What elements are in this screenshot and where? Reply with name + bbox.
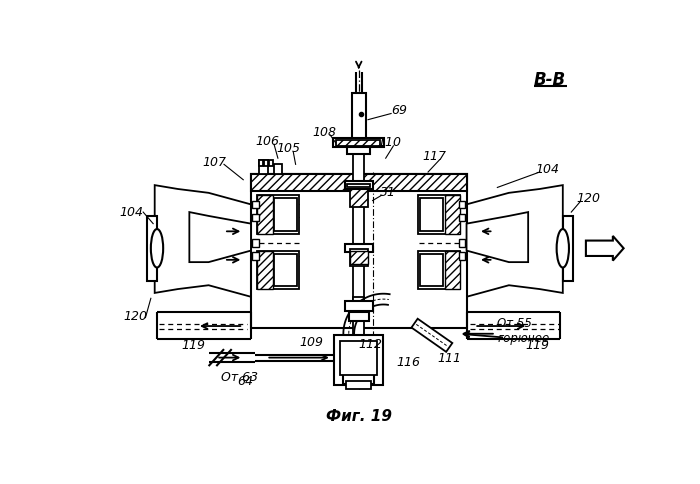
Bar bbox=[349, 187, 368, 207]
Polygon shape bbox=[466, 212, 528, 262]
Bar bbox=[412, 319, 452, 352]
Text: 116: 116 bbox=[397, 356, 421, 369]
Bar bbox=[459, 213, 465, 221]
Bar bbox=[346, 381, 371, 389]
Bar bbox=[274, 254, 298, 286]
Bar bbox=[345, 244, 372, 252]
Bar bbox=[347, 183, 370, 187]
Bar bbox=[420, 254, 444, 286]
Bar bbox=[352, 93, 365, 139]
Bar bbox=[257, 195, 272, 234]
Text: 105: 105 bbox=[276, 142, 300, 155]
Bar bbox=[258, 160, 263, 166]
Bar bbox=[334, 335, 384, 385]
Text: От 55
горючее: От 55 горючее bbox=[497, 318, 550, 346]
Bar bbox=[274, 165, 281, 174]
Ellipse shape bbox=[151, 229, 163, 268]
Bar bbox=[340, 341, 377, 375]
Text: 111: 111 bbox=[438, 352, 461, 365]
Bar bbox=[349, 249, 368, 266]
Bar bbox=[253, 252, 259, 260]
Polygon shape bbox=[466, 185, 563, 297]
Bar bbox=[274, 198, 298, 230]
Bar bbox=[347, 148, 370, 153]
Bar bbox=[344, 370, 374, 384]
Text: 108: 108 bbox=[312, 125, 336, 138]
Text: 31: 31 bbox=[380, 186, 396, 199]
Text: 104: 104 bbox=[120, 206, 144, 219]
Bar bbox=[257, 195, 300, 234]
Bar bbox=[445, 195, 461, 234]
Bar bbox=[253, 200, 259, 208]
Bar bbox=[257, 251, 300, 289]
Bar bbox=[349, 312, 369, 321]
Text: 110: 110 bbox=[377, 136, 402, 149]
Bar bbox=[358, 174, 466, 328]
Bar bbox=[251, 174, 358, 191]
Bar bbox=[253, 239, 259, 247]
Bar bbox=[257, 251, 272, 289]
Bar bbox=[445, 251, 461, 289]
Bar bbox=[147, 216, 157, 281]
Bar bbox=[333, 138, 384, 148]
Bar bbox=[418, 251, 461, 289]
Bar bbox=[354, 297, 364, 335]
Bar bbox=[258, 160, 268, 174]
Text: 107: 107 bbox=[202, 155, 226, 168]
Bar bbox=[563, 216, 573, 281]
Text: 117: 117 bbox=[422, 150, 446, 163]
Text: 69: 69 bbox=[391, 104, 407, 117]
Bar bbox=[251, 174, 358, 328]
Bar bbox=[253, 213, 259, 221]
Bar bbox=[269, 160, 273, 166]
Bar bbox=[349, 251, 368, 264]
Bar bbox=[336, 140, 380, 146]
Text: 120: 120 bbox=[576, 192, 600, 205]
Bar bbox=[459, 252, 465, 260]
Bar bbox=[264, 160, 268, 166]
Text: От 63: От 63 bbox=[220, 371, 258, 384]
Polygon shape bbox=[189, 212, 251, 262]
Bar bbox=[418, 195, 461, 234]
Text: 106: 106 bbox=[256, 135, 280, 148]
FancyArrow shape bbox=[586, 236, 624, 260]
Text: 119: 119 bbox=[181, 339, 205, 352]
Bar bbox=[354, 148, 364, 309]
Text: 112: 112 bbox=[358, 338, 382, 351]
Text: 120: 120 bbox=[123, 310, 148, 322]
Bar bbox=[420, 198, 444, 230]
Bar bbox=[358, 174, 466, 191]
Bar bbox=[345, 182, 372, 189]
Text: 109: 109 bbox=[299, 336, 323, 349]
Text: 64: 64 bbox=[237, 375, 253, 388]
Text: 119: 119 bbox=[526, 339, 550, 352]
Text: Фиг. 19: Фиг. 19 bbox=[326, 408, 392, 424]
Bar bbox=[459, 200, 465, 208]
Text: В-В: В-В bbox=[533, 71, 566, 89]
Ellipse shape bbox=[556, 229, 569, 268]
Bar bbox=[459, 239, 465, 247]
Bar bbox=[345, 302, 372, 311]
Text: 104: 104 bbox=[536, 163, 559, 176]
Polygon shape bbox=[155, 185, 251, 297]
